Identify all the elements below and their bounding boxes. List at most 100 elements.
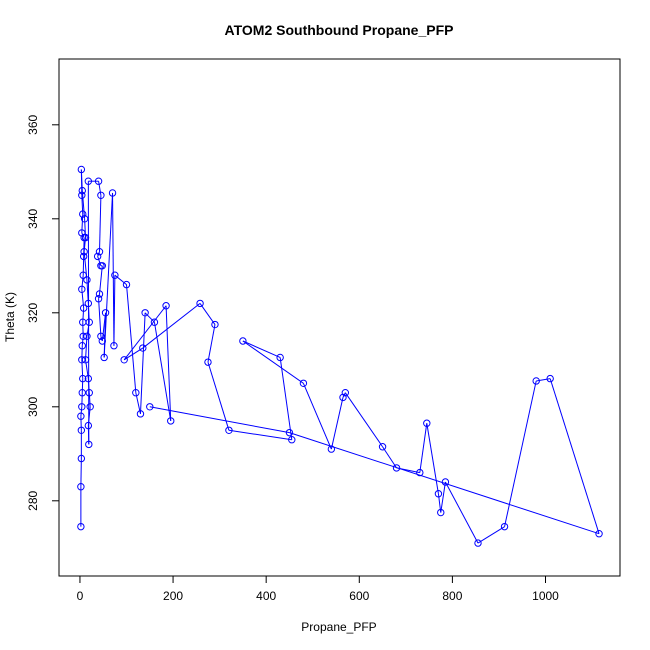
data-point: [84, 374, 93, 383]
series-points: [77, 165, 603, 547]
x-axis: 0 200 400 600 800 1000: [77, 575, 559, 603]
data-point: [434, 490, 443, 498]
series-line-segment: [82, 308, 85, 323]
data-point: [78, 186, 86, 195]
data-point: [81, 356, 90, 364]
data-point: [110, 342, 118, 350]
series-line-segment: [97, 251, 100, 257]
series-line-segment: [123, 305, 167, 361]
data-point: [150, 318, 159, 326]
y-tick-label: 360: [26, 114, 40, 134]
data-point: [288, 436, 296, 444]
data-point: [285, 428, 294, 437]
series-line-segment: [504, 380, 537, 527]
data-point: [98, 262, 106, 270]
x-tick-label: 1000: [532, 589, 559, 603]
data-point: [474, 539, 482, 547]
data-point: [437, 508, 445, 517]
series-line-segment: [99, 265, 103, 295]
chart-title: ATOM2 Southbound Propane_PFP: [225, 22, 454, 38]
data-point: [339, 393, 347, 402]
data-point: [77, 412, 85, 420]
data-point: [162, 302, 170, 310]
series-line-segment: [536, 378, 551, 382]
series-line-segment: [81, 190, 86, 219]
series-line-segment: [126, 284, 137, 393]
y-axis: 280 300 320 340 360: [26, 114, 60, 511]
series-line-segment: [99, 195, 102, 252]
data-point: [532, 377, 540, 385]
data-point: [95, 290, 104, 298]
data-point: [299, 379, 308, 387]
data-point: [79, 304, 88, 312]
x-tick-label: 800: [442, 589, 462, 603]
series-line-segment: [302, 383, 332, 450]
x-axis-label: Propane_PFP: [301, 620, 376, 634]
series-line-segment: [80, 406, 83, 417]
series-line-segment: [207, 362, 230, 431]
y-axis-label: Theta (K): [3, 292, 17, 342]
data-point: [120, 356, 128, 364]
data-point: [83, 276, 91, 284]
data-point: [79, 332, 87, 340]
data-point: [167, 417, 175, 425]
series-line-segment: [549, 378, 600, 534]
data-point: [378, 443, 387, 451]
series-line-segment: [103, 192, 114, 358]
plot-area-border: [58, 58, 621, 577]
data-point: [423, 419, 431, 427]
data-point: [81, 233, 90, 242]
data-point: [94, 177, 103, 185]
data-point: [225, 426, 233, 434]
series-line-segment: [139, 312, 146, 414]
series-line-segment: [426, 423, 439, 494]
series-line-segment: [88, 392, 91, 407]
data-point: [85, 389, 93, 397]
series-line-segment: [440, 481, 446, 513]
series-line-segment: [153, 322, 172, 421]
series-line-segment: [279, 357, 293, 440]
data-point: [196, 299, 204, 308]
data-point: [122, 280, 131, 289]
data-point: [77, 426, 86, 434]
x-tick-label: 0: [77, 589, 84, 603]
data-point: [441, 478, 450, 486]
data-point: [78, 191, 86, 200]
y-tick-label: 280: [26, 490, 40, 510]
y-tick-label: 340: [26, 208, 40, 228]
data-point: [98, 337, 106, 345]
data-point: [132, 389, 140, 397]
y-tick-label: 320: [26, 302, 40, 322]
data-point: [111, 271, 119, 279]
series-line-segment: [83, 237, 87, 252]
data-point: [108, 189, 117, 197]
series-line-segment: [144, 312, 155, 323]
data-point: [95, 248, 104, 256]
series-line-segment: [149, 406, 290, 434]
series-lines: [80, 169, 600, 544]
series-line-segment: [330, 397, 344, 450]
data-point: [139, 344, 147, 352]
series-line-segment: [344, 392, 383, 448]
series-line-segment: [444, 481, 479, 544]
data-point: [84, 299, 93, 308]
data-point: [595, 530, 603, 538]
series-line-segment: [242, 340, 281, 358]
series-line-segment: [98, 293, 100, 299]
data-point: [101, 309, 110, 317]
data-point: [84, 177, 93, 185]
data-point: [392, 464, 401, 472]
series-line-segment: [98, 298, 102, 337]
data-point: [276, 353, 284, 362]
data-point: [78, 285, 86, 293]
data-point: [77, 454, 86, 463]
data-point: [416, 468, 424, 477]
series-line-segment: [98, 181, 102, 196]
series-line-segment: [81, 275, 84, 290]
data-point: [100, 353, 108, 362]
data-point: [77, 165, 86, 174]
series-line-segment: [477, 526, 505, 544]
data-point: [211, 320, 219, 329]
series-line-segment: [165, 305, 172, 421]
